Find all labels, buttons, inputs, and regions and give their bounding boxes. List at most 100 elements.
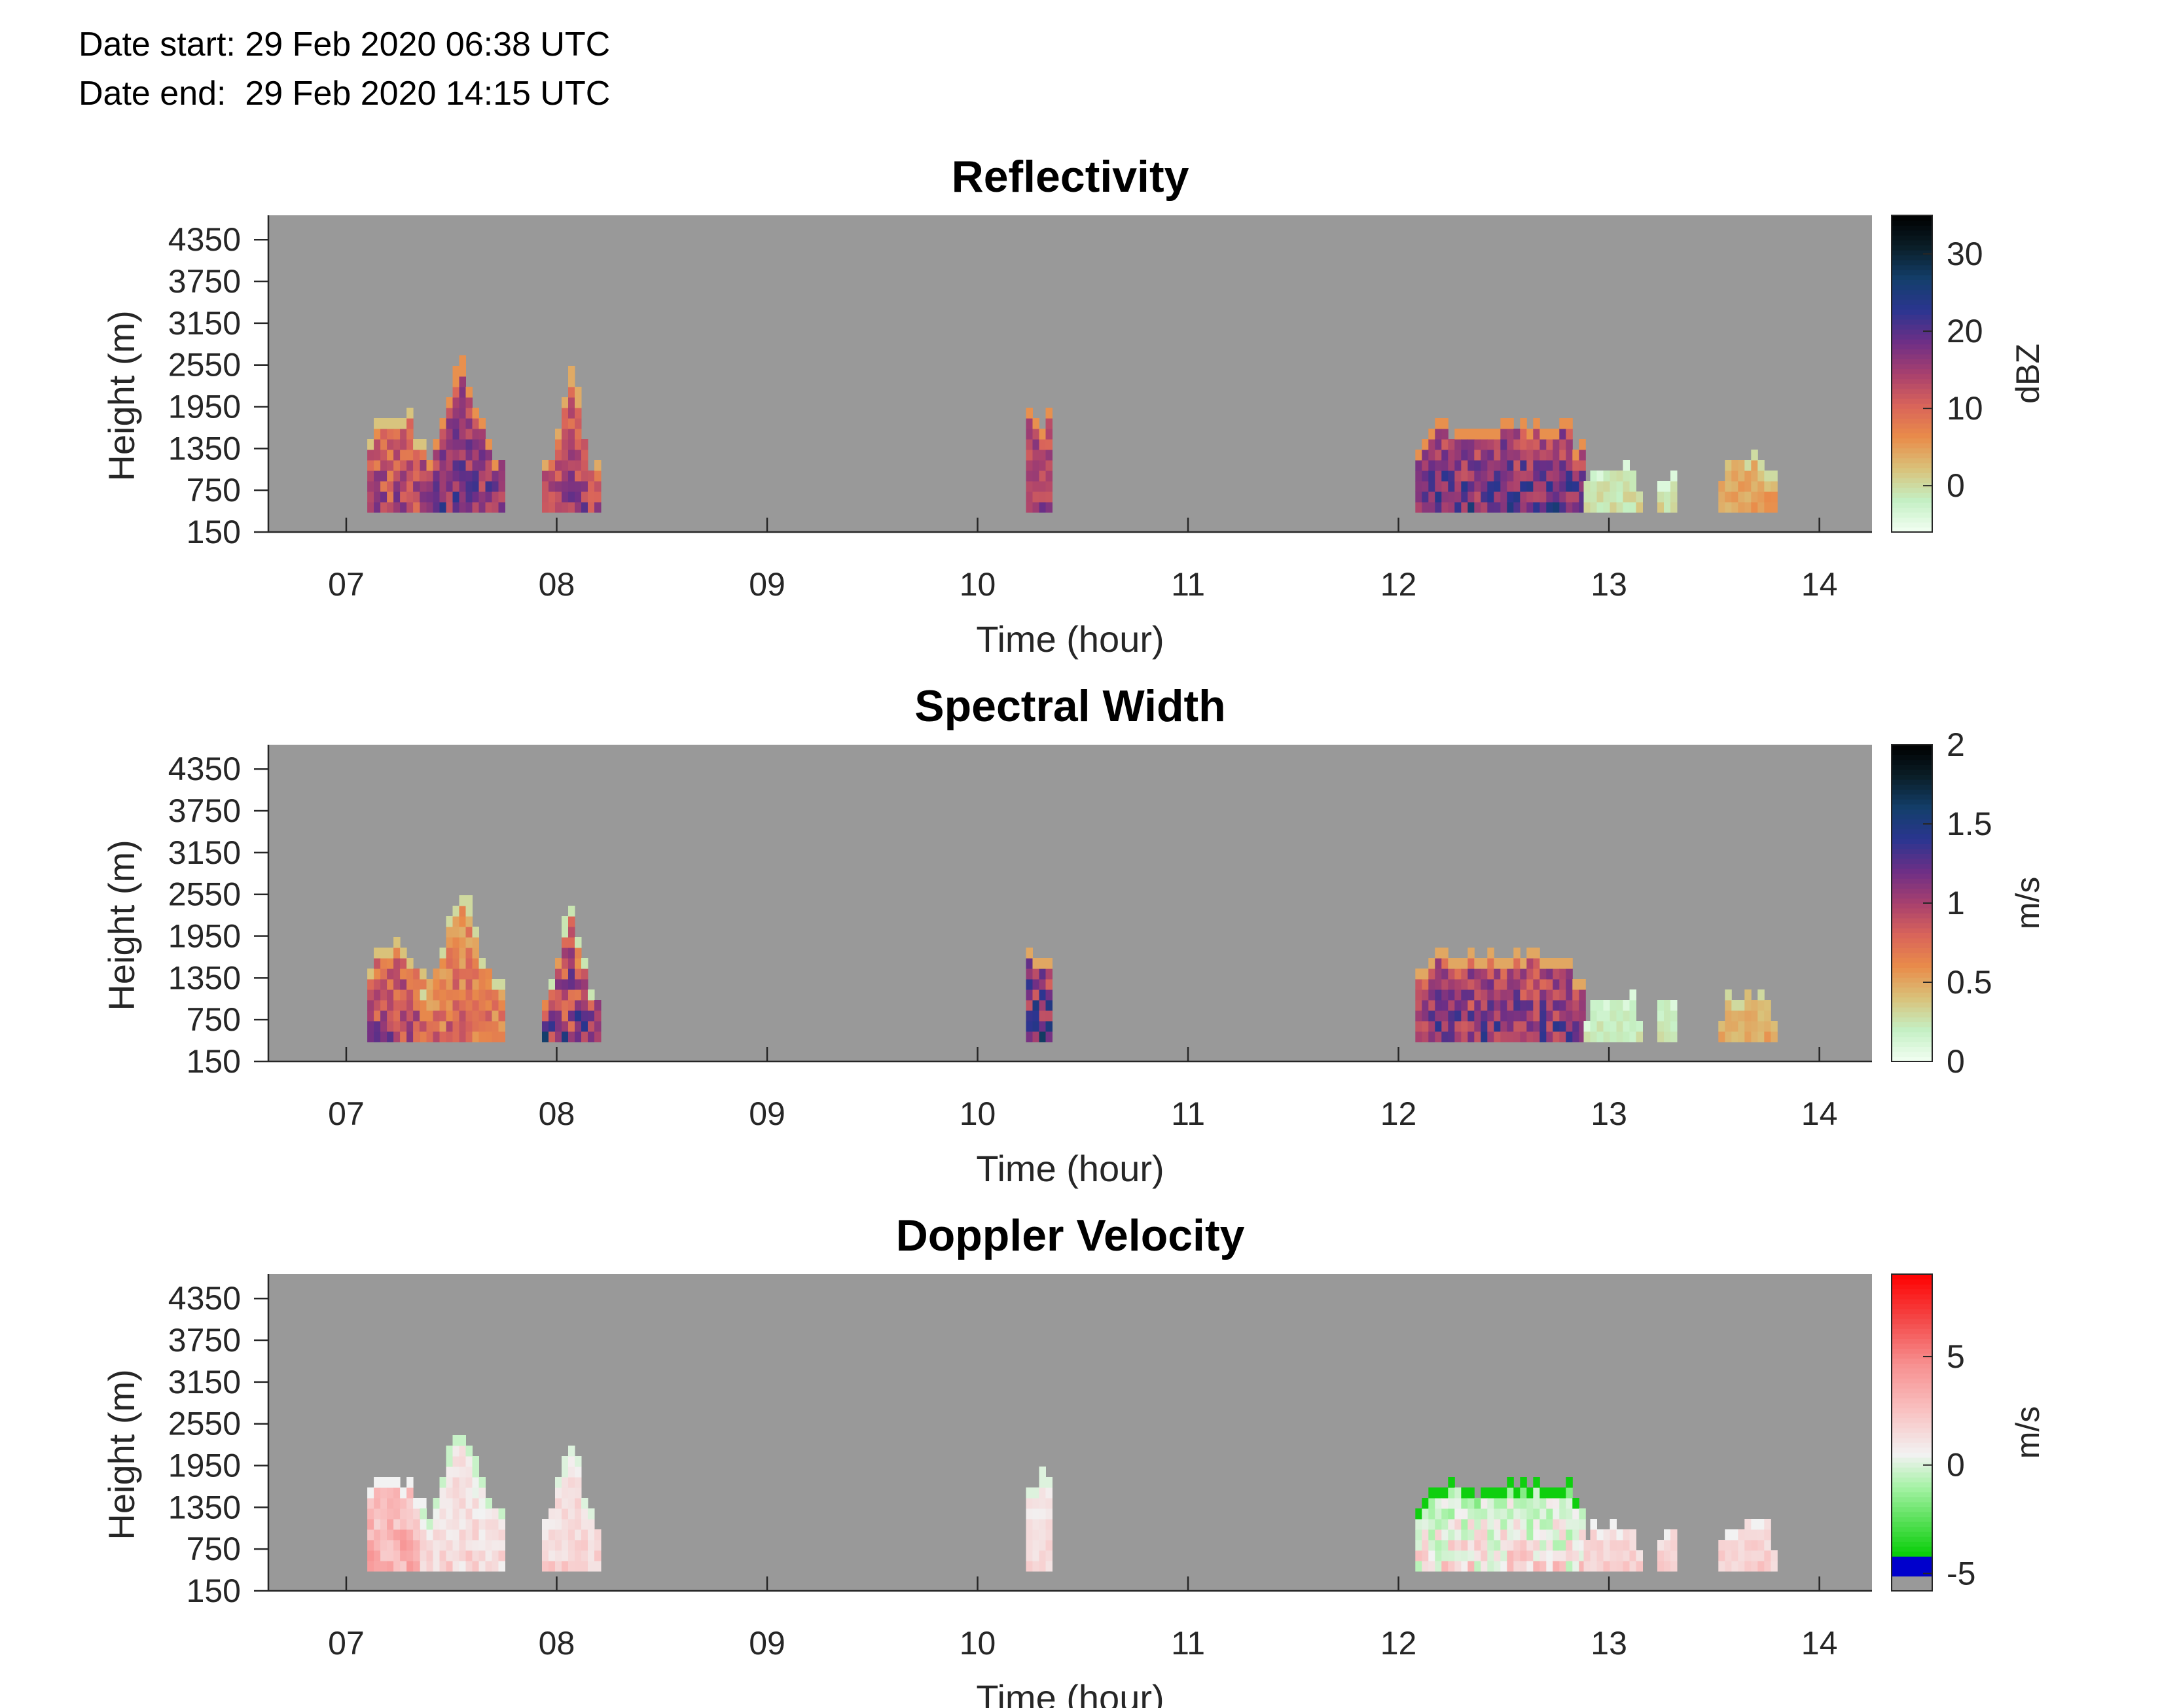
echo-pixel: [1454, 460, 1462, 471]
colorbar-swatch: [1892, 1586, 1932, 1592]
echo-pixel: [446, 1508, 453, 1520]
echo-pixel: [1045, 1498, 1053, 1509]
echo-pixel: [367, 460, 374, 471]
echo-pixel: [1566, 1561, 1573, 1572]
echo-pixel: [459, 1010, 466, 1022]
echo-pixel: [1771, 1550, 1778, 1561]
echo-pixel: [393, 1540, 401, 1551]
echo-pixel: [581, 1519, 588, 1530]
echo-pixel: [581, 1561, 588, 1572]
echo-pixel: [1422, 1508, 1429, 1520]
echo-pixel: [1566, 1000, 1573, 1011]
echo-pixel: [420, 1519, 427, 1530]
echo-pixel: [1757, 989, 1765, 1001]
echo-pixel: [1441, 429, 1449, 440]
echo-pixel: [1629, 989, 1636, 1001]
echo-pixel: [1533, 1540, 1540, 1551]
echo-pixel: [426, 491, 433, 503]
echo-pixel: [1579, 1550, 1586, 1561]
echo-pixel: [1435, 439, 1442, 450]
echo-pixel: [1461, 491, 1468, 503]
panel-title: Doppler Velocity: [896, 1211, 1245, 1260]
echo-pixel: [1764, 491, 1771, 503]
echo-pixel: [594, 1021, 602, 1032]
colorbar-swatch: [1892, 1457, 1932, 1463]
echo-pixel: [1507, 958, 1514, 969]
x-tick-label: 08: [539, 1095, 575, 1132]
echo-pixel: [549, 1021, 556, 1032]
echo-pixel: [1032, 1561, 1039, 1572]
echo-pixel: [439, 471, 446, 482]
echo-pixel: [1507, 439, 1514, 450]
colorbar-swatch: [1892, 873, 1932, 879]
echo-pixel: [1751, 1519, 1758, 1530]
colorbar-swatch: [1892, 363, 1932, 370]
echo-pixel: [1441, 502, 1449, 513]
echo-pixel: [387, 481, 394, 492]
echo-cell: [1026, 408, 1053, 513]
echo-pixel: [588, 1519, 595, 1530]
echo-pixel: [1481, 1010, 1488, 1022]
y-tick-label: 4350: [168, 221, 241, 258]
echo-pixel: [562, 969, 569, 980]
y-tick-label: 3150: [168, 305, 241, 342]
echo-pixel: [1559, 958, 1566, 969]
colorbar-swatch: [1892, 289, 1932, 295]
echo-pixel: [1435, 460, 1442, 471]
echo-pixel: [459, 481, 466, 492]
colorbar-swatch: [1892, 745, 1932, 751]
x-tick-label: 09: [749, 1095, 785, 1132]
echo-pixel: [426, 1540, 433, 1551]
echo-pixel: [1026, 471, 1033, 482]
echo-pixel: [452, 471, 459, 482]
echo-pixel: [1623, 491, 1630, 503]
echo-pixel: [1039, 989, 1046, 1001]
echo-pixel: [555, 1477, 562, 1488]
echo-pixel: [568, 418, 575, 429]
echo-pixel: [1481, 502, 1488, 513]
x-tick-label: 07: [328, 1625, 365, 1662]
echo-pixel: [1422, 439, 1429, 450]
echo-pixel: [459, 895, 466, 906]
echo-pixel: [1572, 1031, 1579, 1042]
echo-pixel: [1487, 481, 1494, 492]
echo-pixel: [1572, 1021, 1579, 1032]
echo-pixel: [439, 439, 446, 450]
echo-pixel: [1487, 1021, 1494, 1032]
echo-pixel: [478, 989, 486, 1001]
echo-pixel: [420, 481, 427, 492]
echo-pixel: [1032, 1529, 1039, 1540]
echo-pixel: [478, 1498, 486, 1509]
colorbar-swatch: [1892, 1343, 1932, 1349]
echo-pixel: [1045, 408, 1053, 419]
echo-pixel: [568, 460, 575, 471]
echo-pixel: [562, 958, 569, 969]
echo-pixel: [1513, 460, 1521, 471]
colorbar-swatch: [1892, 794, 1932, 800]
colorbar-swatch: [1892, 477, 1932, 483]
echo-pixel: [446, 481, 453, 492]
echo-pixel: [387, 1021, 394, 1032]
echo-pixel: [1559, 1508, 1566, 1520]
echo-pixel: [1526, 471, 1534, 482]
echo-pixel: [555, 1021, 562, 1032]
echo-pixel: [1481, 1540, 1488, 1551]
echo-pixel: [446, 927, 453, 938]
echo-pixel: [492, 1000, 499, 1011]
echo-cell: [542, 1446, 602, 1572]
echo-cell: [1583, 989, 1643, 1042]
echo-pixel: [393, 1021, 401, 1032]
echo-pixel: [478, 1477, 486, 1488]
echo-pixel: [562, 418, 569, 429]
echo-pixel: [1539, 969, 1547, 980]
echo-pixel: [555, 491, 562, 503]
echo-pixel: [420, 1031, 427, 1042]
echo-pixel: [413, 1561, 420, 1572]
echo-pixel: [1428, 1498, 1435, 1509]
echo-pixel: [1546, 958, 1553, 969]
echo-pixel: [459, 1031, 466, 1042]
echo-pixel: [459, 927, 466, 938]
echo-pixel: [465, 1031, 473, 1042]
echo-pixel: [374, 1529, 381, 1540]
colorbar-swatch: [1892, 353, 1932, 359]
